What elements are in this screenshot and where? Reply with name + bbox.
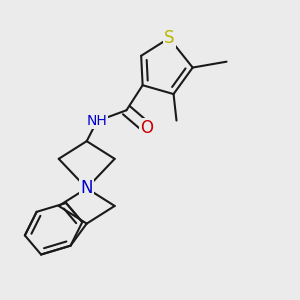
Text: O: O	[141, 119, 154, 137]
Text: N: N	[80, 179, 93, 197]
Text: S: S	[164, 29, 174, 47]
Text: NH: NH	[87, 114, 107, 128]
